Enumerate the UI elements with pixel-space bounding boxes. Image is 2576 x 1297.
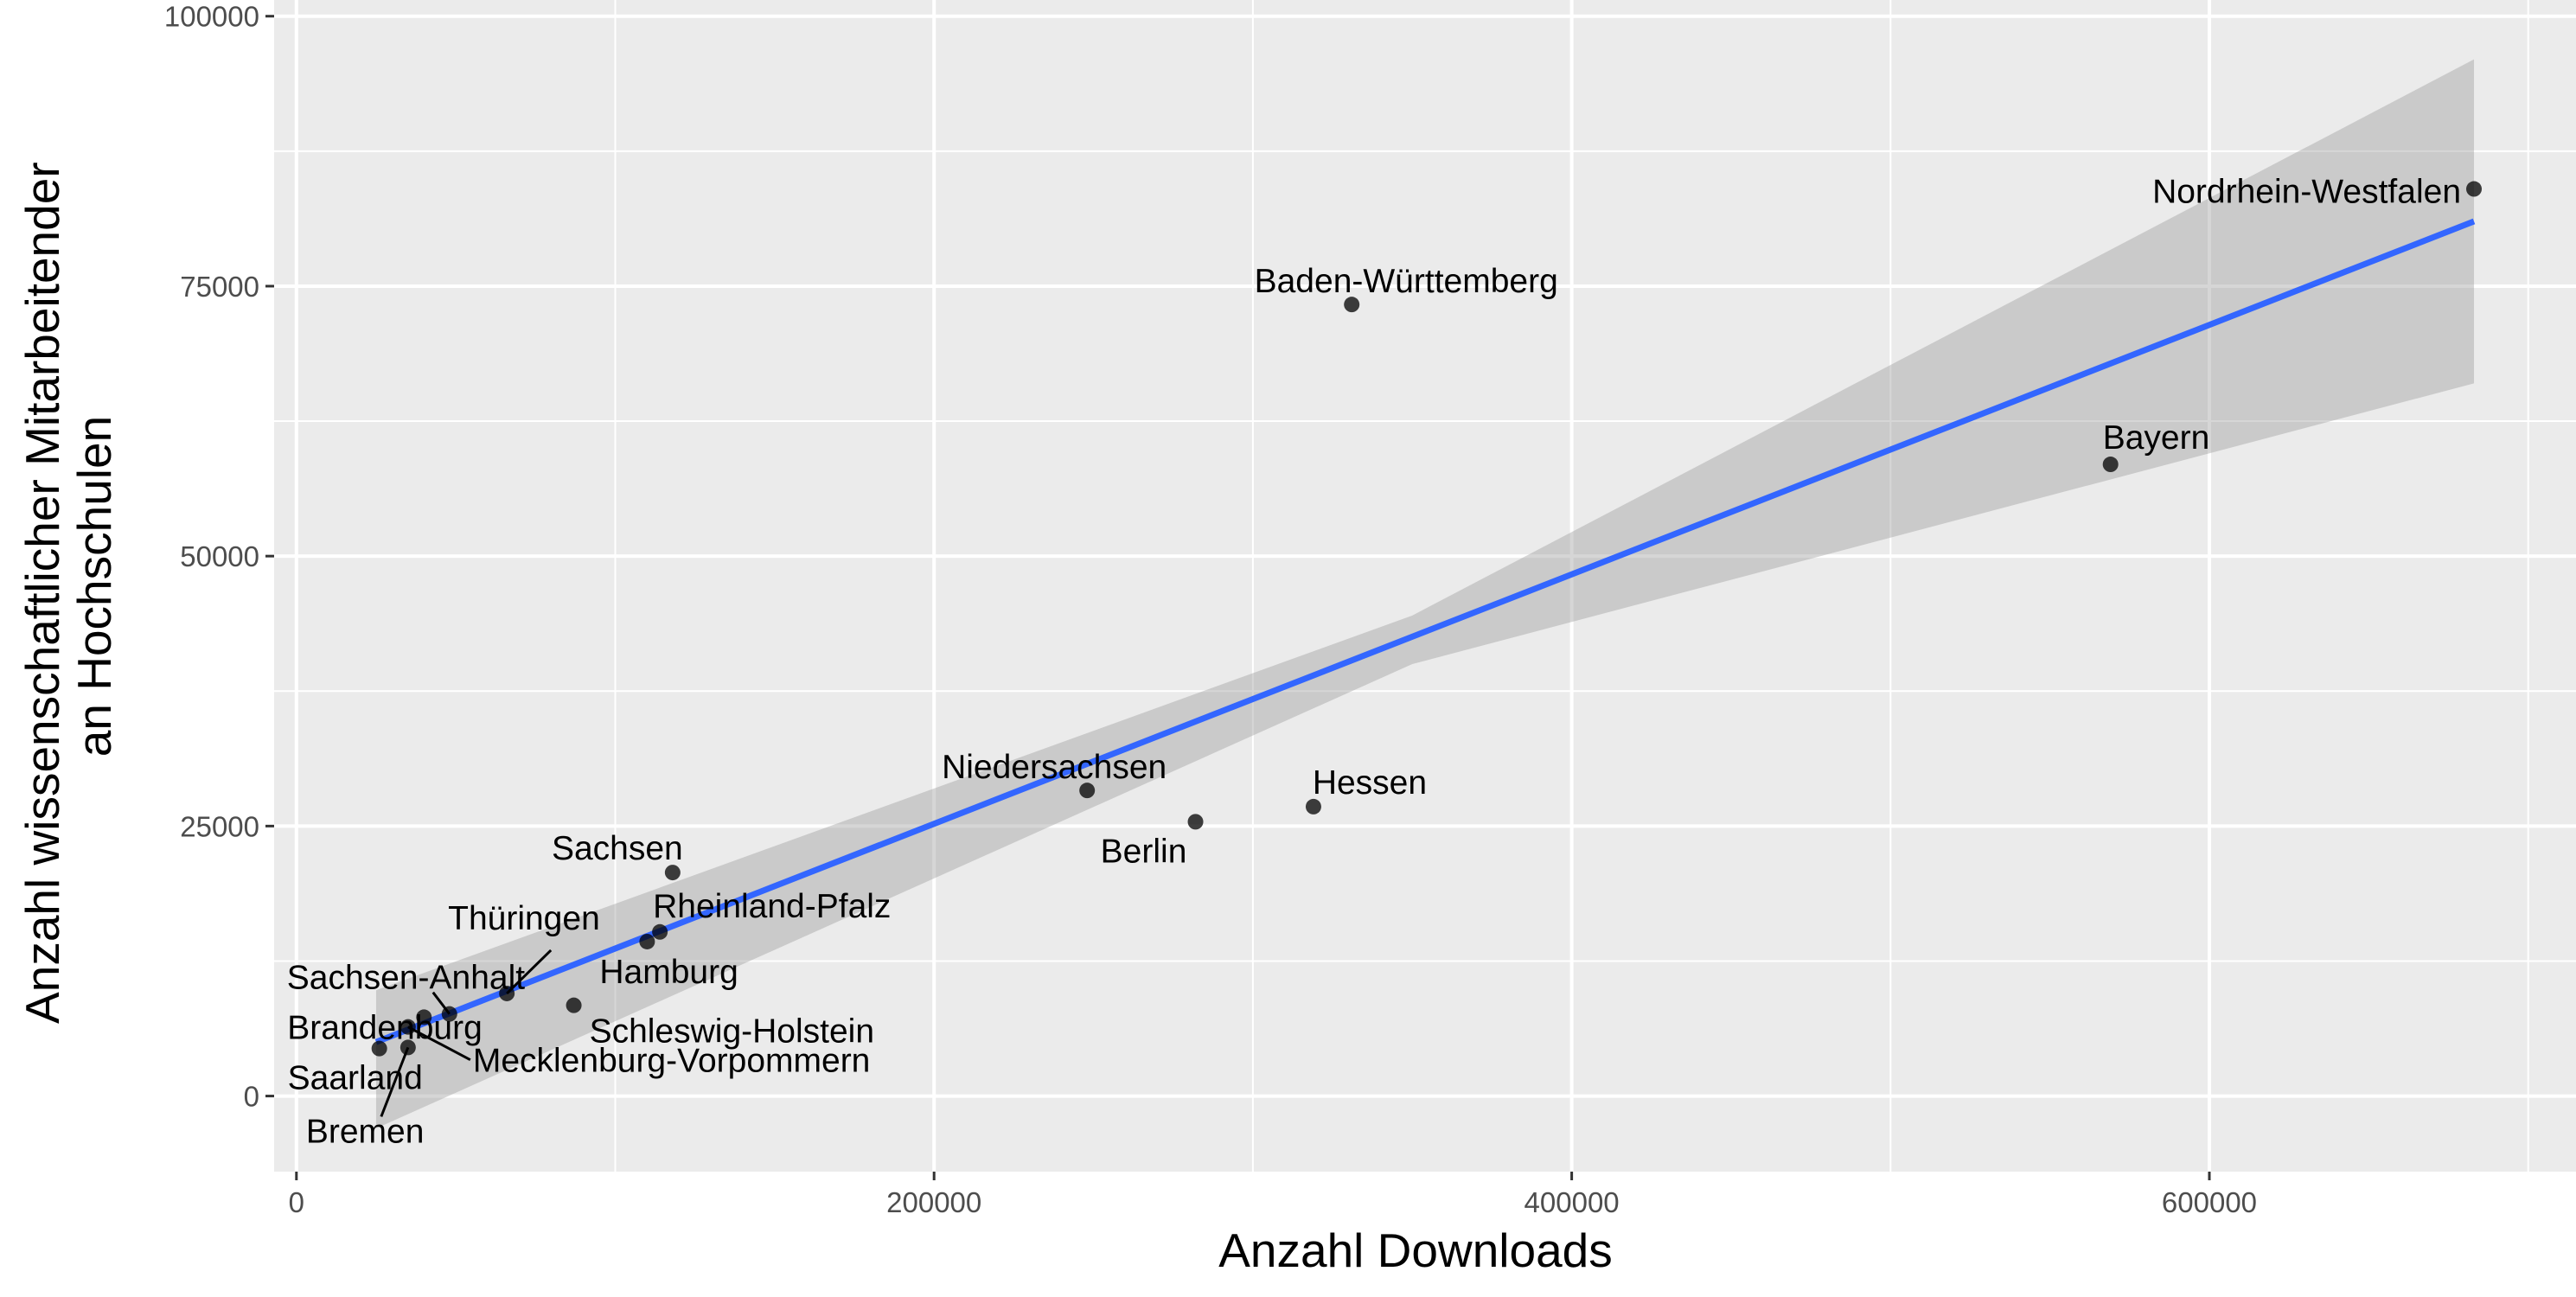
x-axis-ticks: 0 200000 400000 600000 <box>289 1172 2257 1218</box>
point-label: Schleswig-Holstein <box>590 1013 874 1051</box>
data-point <box>499 985 515 1001</box>
plot-panel <box>274 0 2576 1172</box>
point-label: Niedersachsen <box>942 749 1167 786</box>
x-axis-title: Anzahl Downloads <box>1218 1224 1613 1277</box>
point-label: Baden-Württemberg <box>1255 263 1558 300</box>
point-label: Bayern <box>2103 419 2210 457</box>
point-labels: Nordrhein-Westfalen Baden-Württemberg Baye… <box>287 174 2461 1151</box>
point-label: Rheinland-Pfalz <box>653 888 891 925</box>
data-point <box>416 1009 432 1025</box>
leader-line <box>506 949 553 995</box>
point-label: Nordrhein-Westfalen <box>2152 174 2461 211</box>
data-point <box>1187 814 1204 830</box>
point-label: Sachsen <box>552 830 683 867</box>
grid-major <box>274 0 2576 1172</box>
y-tick-label: 25000 <box>180 810 259 842</box>
y-tick-label: 100000 <box>164 1 259 33</box>
data-points <box>371 181 2483 1057</box>
y-axis-title-line-2: an Hochschulen <box>67 416 121 757</box>
data-point <box>2466 181 2483 197</box>
label-leader-lines <box>380 949 553 1117</box>
data-point <box>441 1006 457 1022</box>
x-tick-label: 600000 <box>2162 1186 2257 1218</box>
y-axis-title-line-1: Anzahl wissenschaftlicher Mitarbeitender <box>16 162 69 1024</box>
confidence-band <box>375 59 2475 1129</box>
data-point <box>371 1040 387 1057</box>
point-label: Bremen <box>306 1113 425 1150</box>
data-point <box>2102 457 2119 473</box>
y-tick-label: 75000 <box>180 271 259 303</box>
y-axis-ticks: 0 25000 50000 75000 100000 <box>164 1 274 1113</box>
point-label: Saarland <box>288 1060 423 1097</box>
data-point <box>1344 297 1360 313</box>
point-label: Brandenburg <box>287 1009 483 1046</box>
point-label: Hamburg <box>599 954 738 991</box>
data-point <box>400 1039 416 1056</box>
data-point <box>1079 783 1096 799</box>
x-tick-label: 400000 <box>1525 1186 1620 1218</box>
data-point <box>664 865 681 881</box>
leader-line <box>407 1025 471 1061</box>
point-label: Thüringen <box>448 900 600 937</box>
point-label: Berlin <box>1101 833 1187 870</box>
leader-line <box>380 1046 410 1117</box>
x-tick-label: 0 <box>289 1186 304 1218</box>
x-tick-label: 200000 <box>886 1186 981 1218</box>
data-point <box>400 1019 416 1035</box>
point-label: Sachsen-Anhalt <box>287 960 526 997</box>
y-tick-label: 50000 <box>180 540 259 572</box>
y-axis-title: Anzahl wissenschaftlicher Mitarbeitender… <box>16 149 121 1024</box>
grid-minor <box>274 0 2576 1172</box>
data-point <box>566 997 582 1013</box>
regression-line <box>374 218 2476 1045</box>
data-point <box>652 923 668 940</box>
point-label: Hessen <box>1313 764 1427 802</box>
data-point <box>639 933 655 949</box>
point-label: Mecklenburg-Vorpommern <box>473 1043 871 1080</box>
y-tick-label: 0 <box>244 1081 259 1113</box>
data-point <box>1305 798 1321 815</box>
